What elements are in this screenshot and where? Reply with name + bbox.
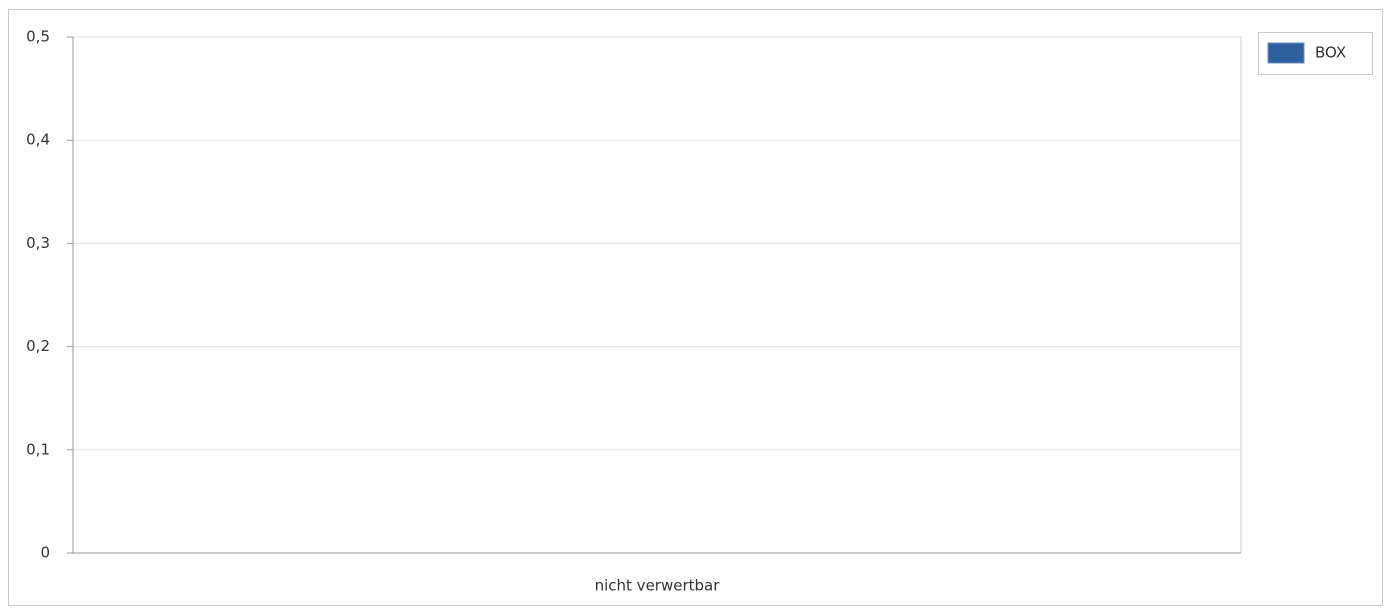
y-tick-label: 0	[40, 544, 50, 562]
y-tick-label: 0,4	[26, 131, 50, 149]
y-tick-label: 0,1	[26, 440, 50, 458]
x-tick-label: nicht verwertbar	[595, 577, 721, 595]
legend-swatch	[1267, 42, 1305, 64]
legend-label: BOX	[1315, 44, 1346, 62]
y-tick-label: 0,2	[26, 337, 50, 355]
y-tick-label: 0,3	[26, 234, 50, 252]
plot-area	[72, 36, 1242, 554]
y-tick-label: 0,5	[26, 28, 50, 46]
